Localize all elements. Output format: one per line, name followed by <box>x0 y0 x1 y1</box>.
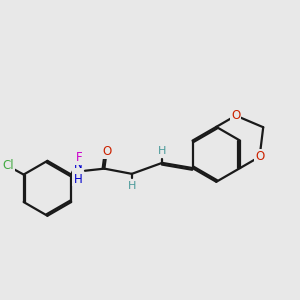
Text: F: F <box>76 151 83 164</box>
Text: N
H: N H <box>74 158 82 185</box>
Text: O: O <box>231 109 240 122</box>
Text: H: H <box>128 181 136 191</box>
Text: O: O <box>255 150 264 163</box>
Text: O: O <box>102 145 111 158</box>
Text: Cl: Cl <box>2 159 14 172</box>
Text: H: H <box>158 146 166 156</box>
